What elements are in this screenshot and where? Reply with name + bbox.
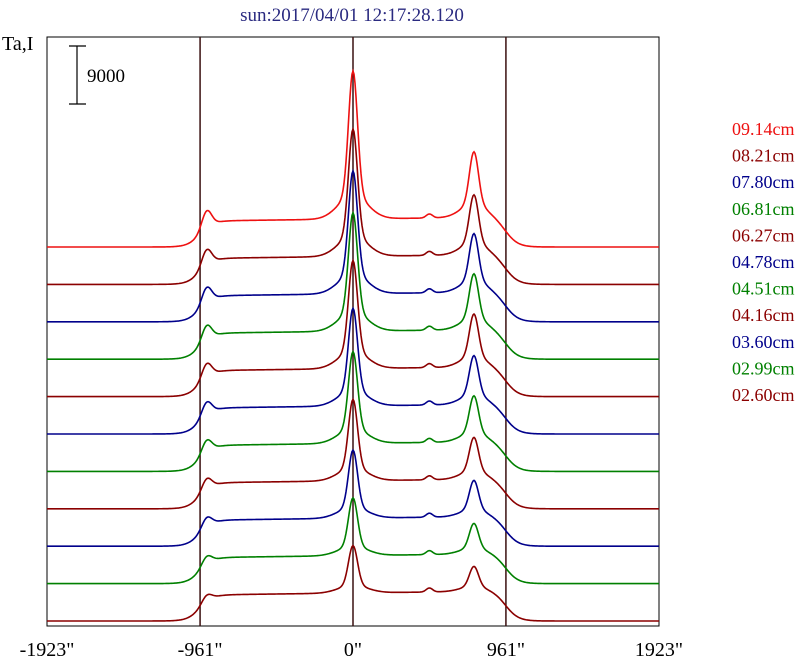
scale-bar: 9000	[69, 45, 125, 105]
series-line	[47, 496, 659, 585]
x-tick-label: 0"	[344, 639, 362, 661]
legend-entry: 08.21cm	[732, 146, 795, 166]
traces	[47, 68, 659, 622]
series-line	[47, 68, 659, 248]
x-tick-label: -1923"	[20, 639, 75, 661]
legend-entry: 04.16cm	[732, 305, 795, 325]
reference-lines	[199, 37, 507, 626]
legend-entry: 06.27cm	[732, 225, 795, 245]
legend: 09.14cm 08.21cm 07.80cm 06.81cm 06.27cm 04.78…	[732, 119, 795, 405]
series-line	[47, 349, 659, 473]
series-line	[47, 168, 659, 323]
series-line	[47, 210, 659, 360]
legend-entry: 07.80cm	[732, 172, 795, 192]
x-tick-label: -961"	[178, 639, 223, 661]
y-axis-label: Ta,I	[2, 33, 33, 55]
legend-entry: 04.78cm	[732, 252, 795, 272]
legend-entry: 02.60cm	[732, 385, 795, 405]
x-tick-label: 961"	[487, 639, 525, 661]
series-line	[47, 397, 659, 510]
series-line	[47, 448, 659, 547]
series-line	[47, 544, 659, 622]
x-tick-labels: -1923" -961" 0" 961" 1923"	[20, 639, 684, 661]
legend-entry: 06.81cm	[732, 199, 795, 219]
series-line	[47, 126, 659, 286]
legend-entry: 04.51cm	[732, 279, 795, 299]
series-line	[47, 258, 659, 398]
x-tick-label: 1923"	[635, 639, 683, 661]
series-line	[47, 306, 659, 435]
chart-title: sun:2017/04/01 12:17:28.120	[240, 5, 464, 26]
legend-entry: 02.99cm	[732, 358, 795, 378]
legend-entry: 03.60cm	[732, 332, 795, 352]
scale-bar-label: 9000	[87, 66, 125, 87]
legend-entry: 09.14cm	[732, 119, 795, 139]
